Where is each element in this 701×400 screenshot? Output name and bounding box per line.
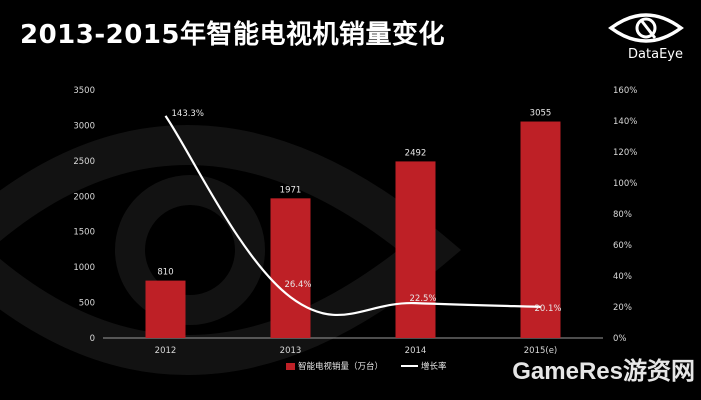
y-right-tick-label: 140% [613, 117, 637, 127]
y-left-tick-label: 3500 [73, 86, 95, 96]
y-left-tick-label: 2000 [73, 192, 95, 202]
y-right-tick-label: 60% [613, 241, 632, 251]
line-data-label: 22.5% [410, 294, 437, 304]
bar-data-label: 1971 [280, 185, 302, 195]
x-tick-label: 2015(e) [524, 346, 558, 356]
bar-data-label: 3055 [530, 109, 552, 119]
legend-bar-label: 智能电视销量（万台） [298, 361, 383, 372]
bar-data-label: 810 [157, 268, 173, 278]
legend-line-label: 增长率 [421, 361, 447, 372]
x-tick-label: 2013 [280, 346, 302, 356]
chart-title: 2013-2015年智能电视机销量变化 [20, 20, 446, 50]
y-right-tick-label: 80% [613, 210, 632, 220]
y-left-tick-label: 3000 [73, 121, 95, 131]
x-tick-label: 2012 [155, 346, 177, 356]
y-left-tick-label: 500 [79, 299, 95, 309]
bar [520, 121, 561, 338]
background-eye-watermark [0, 125, 462, 375]
line-data-label: 143.3% [172, 109, 204, 119]
y-right-tick-label: 120% [613, 148, 637, 158]
legend-bar-swatch [286, 363, 295, 370]
y-right-tick-label: 40% [613, 272, 632, 282]
y-right-tick-label: 20% [613, 303, 632, 313]
logo-text: DataEye [628, 47, 683, 62]
y-right-tick-label: 100% [613, 179, 637, 189]
y-right-tick-label: 0% [613, 334, 627, 344]
dataeye-logo-icon [608, 13, 684, 43]
y-left-tick-label: 2500 [73, 157, 95, 167]
y-left-tick-label: 1000 [73, 263, 95, 273]
y-left-tick-label: 1500 [73, 228, 95, 238]
bar [145, 280, 186, 338]
line-data-label: 20.1% [535, 304, 562, 314]
x-tick-label: 2014 [405, 346, 427, 356]
line-data-label: 26.4% [285, 280, 312, 290]
bar [395, 161, 436, 338]
bar [270, 198, 311, 338]
y-right-tick-label: 160% [613, 86, 637, 96]
bar-data-label: 2492 [405, 148, 427, 158]
gameres-watermark: GameRes游资网 [512, 358, 695, 385]
growth-rate-line [164, 115, 541, 317]
y-left-tick-label: 0 [90, 334, 95, 344]
